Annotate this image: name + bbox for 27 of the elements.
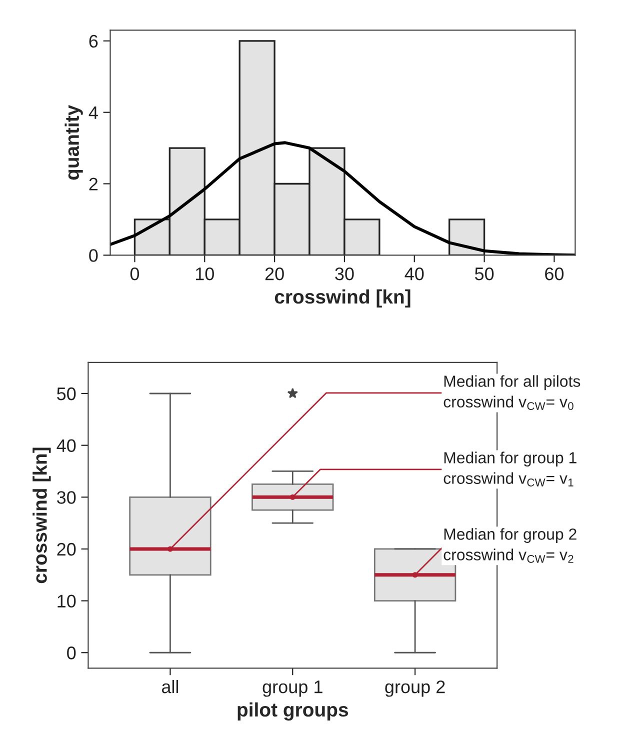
y-tick-label: 50 — [57, 387, 76, 400]
x-tick-label: group 1 — [262, 680, 322, 697]
x-tick-label: 0 — [130, 267, 140, 280]
x-tick-label: 20 — [265, 267, 284, 280]
x-tick-label: all — [162, 680, 178, 694]
y-tick-label: 0 — [89, 249, 98, 262]
y-tick-label: 0 — [67, 646, 76, 660]
y-tick-label: 20 — [57, 542, 76, 556]
annotation: Median for group 2 crosswind v$_{CW}$= v$_{2}$ — [444, 528, 576, 563]
annotation: Median for group 1 crosswind v$_{CW}$= v$_{1}$ — [444, 452, 576, 486]
y-tick-label: 4 — [88, 106, 98, 119]
y-axis-title: crosswind [kn] — [32, 448, 51, 584]
x-tick-label: 60 — [545, 267, 564, 280]
x-axis-title: pilot groups — [238, 702, 348, 721]
y-tick-label: 40 — [56, 439, 76, 452]
y-tick-label: 2 — [89, 178, 98, 190]
x-tick-label: 50 — [474, 267, 494, 280]
x-tick-label: 10 — [196, 267, 214, 280]
x-tick-label: group 2 — [385, 680, 445, 697]
y-axis-title: quantity — [64, 104, 83, 180]
annotation: Median for all pilots crosswind v$_{CW}$= v$_{0}$ — [444, 375, 580, 410]
x-tick-label: 40 — [404, 267, 424, 280]
x-tick-label: 30 — [335, 267, 354, 280]
y-tick-label: 6 — [89, 34, 98, 48]
x-axis-title: crosswind [kn] — [274, 289, 410, 308]
y-tick-label: 30 — [57, 491, 76, 504]
y-tick-label: 10 — [58, 594, 76, 608]
